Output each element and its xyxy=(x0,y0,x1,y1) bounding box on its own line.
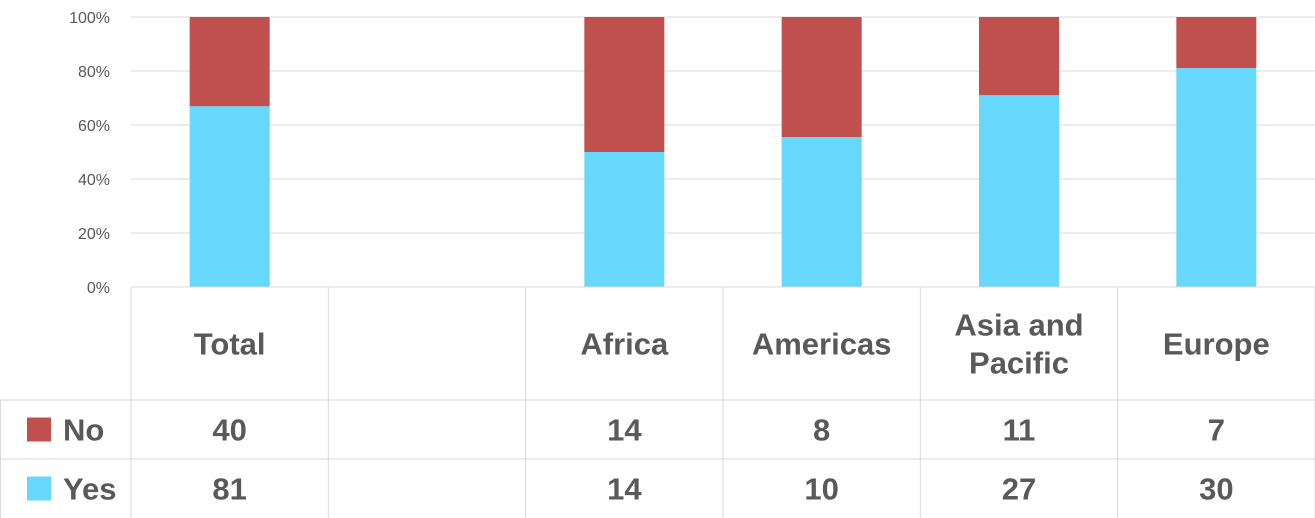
data-label-yes: 14 xyxy=(607,472,642,507)
legend-label-no: No xyxy=(63,413,104,448)
bar-yes xyxy=(584,152,665,287)
category-label: Total xyxy=(194,327,266,362)
data-label-yes: 30 xyxy=(1199,472,1233,507)
bar-yes xyxy=(189,106,270,287)
data-table: Total Africa Americas Asia and Pacific Europe… xyxy=(0,286,1315,518)
category-label: Europe xyxy=(1163,327,1270,362)
bar-yes xyxy=(979,95,1059,287)
data-label-yes: 10 xyxy=(804,472,838,507)
legend-swatch-yes xyxy=(27,476,51,501)
category-label: Americas xyxy=(752,327,892,362)
data-label-no: 14 xyxy=(607,413,642,448)
data-label-no: 40 xyxy=(212,413,246,448)
y-axis-ticks: 0% 20% 40% 60% 80% 100% xyxy=(69,10,110,297)
bars xyxy=(189,17,1257,287)
data-label-yes: 81 xyxy=(212,472,246,507)
bar-no xyxy=(1176,17,1257,69)
category-label: Africa xyxy=(580,327,669,362)
legend-label-yes: Yes xyxy=(63,472,116,507)
gridlines xyxy=(131,16,1315,288)
y-tick-label: 80% xyxy=(78,64,110,81)
data-label-no: 7 xyxy=(1208,413,1225,448)
bar-no xyxy=(584,17,665,152)
data-label-no: 11 xyxy=(1003,413,1036,448)
bar-no xyxy=(979,17,1059,96)
y-tick-label: 20% xyxy=(78,226,110,243)
bar-yes xyxy=(781,137,862,287)
bar-no xyxy=(781,17,862,137)
y-tick-label: 60% xyxy=(78,118,110,135)
data-label-yes: 27 xyxy=(1002,472,1036,507)
y-tick-label: 100% xyxy=(69,10,110,27)
y-tick-label: 0% xyxy=(87,280,110,297)
bar-no xyxy=(189,17,270,107)
data-label-no: 8 xyxy=(813,413,830,448)
category-label: Asia and Pacific xyxy=(954,308,1083,381)
bar-yes xyxy=(1176,68,1257,287)
y-tick-label: 40% xyxy=(78,172,110,189)
legend-swatch-no xyxy=(27,417,51,442)
